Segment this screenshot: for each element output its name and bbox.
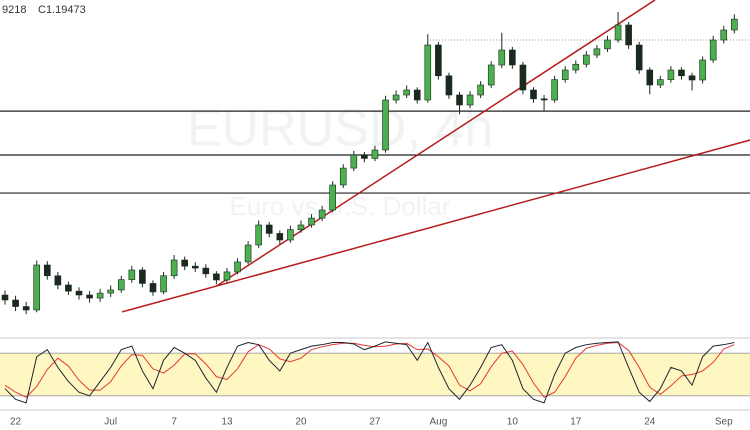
candle-body (1, 294, 9, 301)
x-tick-label: 13 (221, 417, 233, 428)
x-tick-label: Jul (104, 417, 117, 428)
candle-body (223, 271, 231, 281)
candle-body (43, 264, 51, 277)
x-tick-label: 24 (644, 417, 656, 428)
candle-body (96, 292, 104, 299)
candle-body (667, 69, 675, 80)
candle-body (709, 39, 717, 61)
x-tick-label: 7 (171, 417, 177, 428)
stoch-line (4, 342, 735, 398)
candle-body (12, 299, 19, 307)
candle-body (75, 290, 83, 296)
candle-body (350, 154, 358, 169)
candle-body (561, 69, 569, 80)
candle-body (65, 284, 72, 292)
candle-body (625, 24, 632, 46)
x-tick-label: 17 (570, 417, 582, 428)
candle-body (149, 283, 157, 293)
candle-body (107, 289, 114, 294)
candle-body (181, 259, 188, 267)
stoch-line (4, 341, 735, 404)
candle-body (329, 184, 336, 211)
candle-body (466, 94, 474, 106)
candle-body (297, 224, 305, 230)
candle-body (699, 59, 706, 81)
x-tick-label: 10 (507, 417, 519, 428)
candle-body (720, 29, 728, 41)
candle-body (318, 209, 326, 219)
candle-body (191, 265, 199, 269)
candle-body (308, 217, 315, 226)
candle-body (435, 44, 442, 77)
x-tick-label: 27 (369, 417, 381, 428)
candle-body (413, 89, 421, 101)
trendline (121, 139, 750, 313)
x-tick-label: 20 (295, 417, 307, 428)
candle-body (551, 79, 558, 101)
candle-body (604, 39, 611, 50)
candle-body (477, 84, 484, 96)
candle-body (22, 306, 30, 311)
candle-body (530, 89, 537, 100)
candle-body (255, 224, 262, 246)
candle-body (382, 99, 389, 151)
candle-body (498, 49, 506, 66)
candle-body (678, 69, 685, 77)
candle-body (339, 167, 347, 186)
candle-body (287, 229, 294, 241)
candle-body (160, 275, 167, 293)
candle-body (593, 48, 601, 56)
candle-body (635, 44, 643, 71)
candle-body (54, 275, 62, 286)
candle-body (540, 98, 548, 101)
candle-body (519, 64, 527, 91)
candle-body (509, 49, 516, 66)
candle-body (646, 69, 654, 86)
candle-body (139, 269, 146, 284)
stoch-band (0, 353, 750, 396)
candle-body (731, 18, 738, 31)
close-label: C1.19473 (38, 4, 86, 16)
candle-body (456, 94, 463, 106)
candle-body (86, 294, 93, 299)
candle-body (424, 44, 432, 101)
x-tick-label: Sep (715, 417, 733, 428)
candle-body (265, 224, 273, 234)
ohlc-fragment: 9218 (2, 4, 26, 16)
candle-body (361, 154, 368, 159)
candle-body (128, 269, 136, 280)
x-tick-label: Aug (429, 417, 447, 428)
candle-body (487, 64, 495, 86)
candle-body (583, 54, 590, 65)
x-tick-label: 22 (10, 417, 22, 428)
candle-body (392, 94, 400, 101)
candle-body (688, 75, 696, 81)
candle-body (117, 279, 125, 291)
candle-body (276, 233, 284, 241)
candle-body (202, 267, 210, 275)
candle-body (614, 24, 622, 41)
candle-body (244, 244, 252, 263)
candle-body (33, 264, 41, 311)
candle-body (445, 75, 453, 96)
watermark-symbol: EURUSD, 4h (187, 100, 493, 158)
candle-body (371, 149, 379, 159)
candle-body (403, 89, 410, 96)
candle-body (657, 79, 664, 86)
candle-body (234, 261, 241, 273)
candle-body (572, 63, 580, 71)
candle-body (170, 259, 178, 277)
candle-body (213, 273, 220, 281)
